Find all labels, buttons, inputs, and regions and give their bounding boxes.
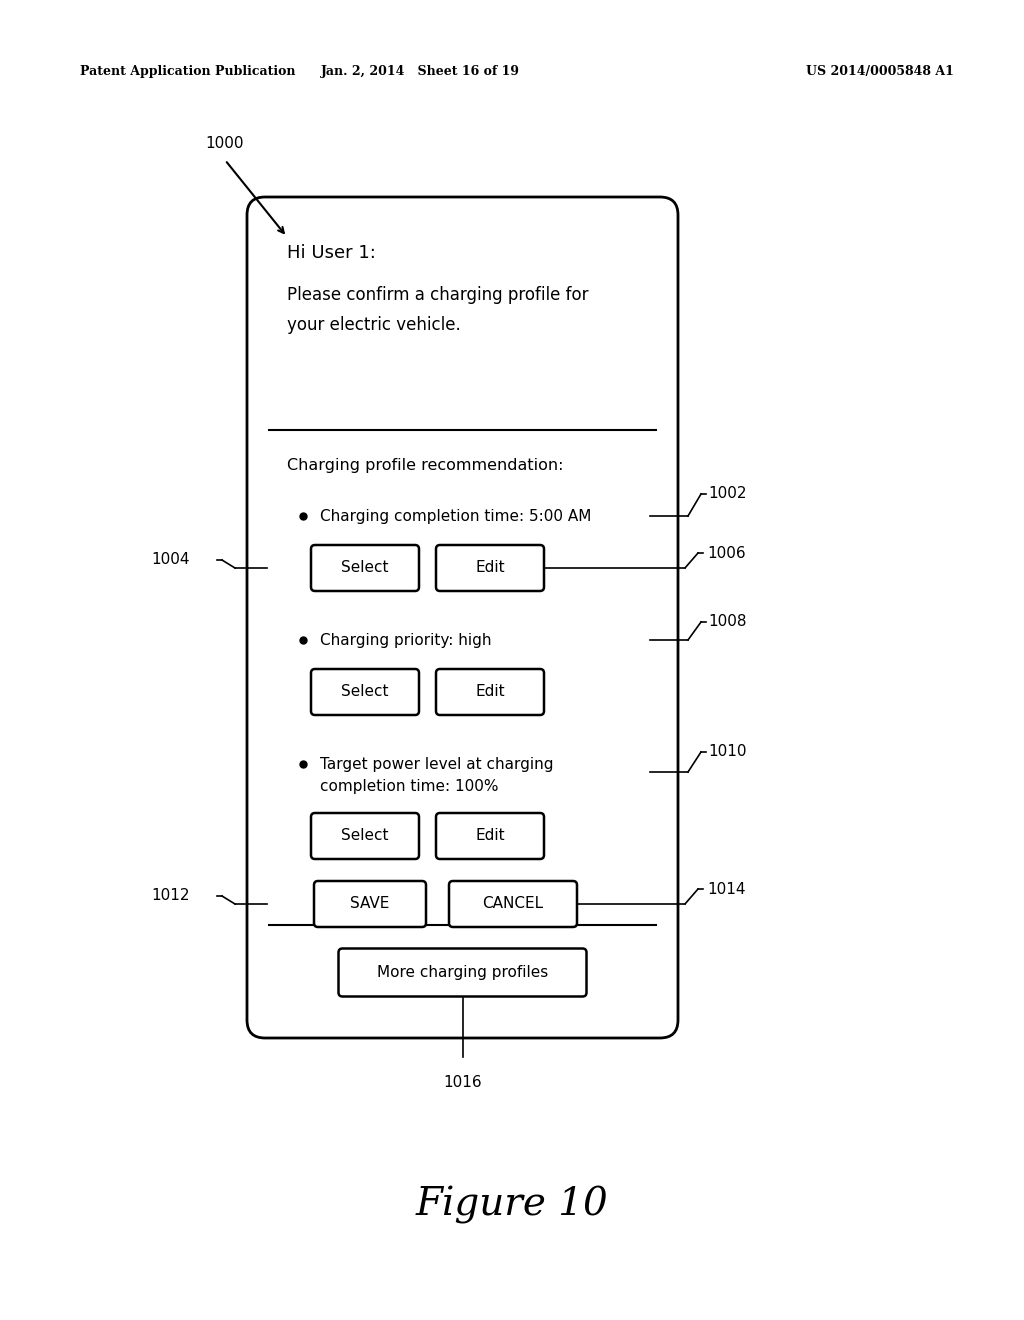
Text: Target power level at charging: Target power level at charging xyxy=(319,756,554,771)
FancyBboxPatch shape xyxy=(311,813,419,859)
Text: 1006: 1006 xyxy=(707,545,745,561)
Text: 1004: 1004 xyxy=(152,553,190,568)
Text: 1012: 1012 xyxy=(152,888,190,903)
Text: CANCEL: CANCEL xyxy=(482,896,544,912)
Text: Select: Select xyxy=(341,685,389,700)
FancyBboxPatch shape xyxy=(339,949,587,997)
FancyBboxPatch shape xyxy=(311,669,419,715)
Text: 1016: 1016 xyxy=(443,1074,482,1090)
FancyBboxPatch shape xyxy=(449,880,577,927)
FancyBboxPatch shape xyxy=(436,669,544,715)
Text: Edit: Edit xyxy=(475,829,505,843)
Text: 1010: 1010 xyxy=(708,744,746,759)
Text: Edit: Edit xyxy=(475,685,505,700)
Text: your electric vehicle.: your electric vehicle. xyxy=(287,315,461,334)
Text: Edit: Edit xyxy=(475,561,505,576)
FancyBboxPatch shape xyxy=(436,813,544,859)
Text: SAVE: SAVE xyxy=(350,896,390,912)
FancyBboxPatch shape xyxy=(247,197,678,1038)
Text: Figure 10: Figure 10 xyxy=(416,1185,608,1224)
FancyBboxPatch shape xyxy=(314,880,426,927)
Text: 1002: 1002 xyxy=(708,487,746,502)
Text: Charging profile recommendation:: Charging profile recommendation: xyxy=(287,458,563,473)
Text: Select: Select xyxy=(341,561,389,576)
FancyBboxPatch shape xyxy=(436,545,544,591)
Text: Hi User 1:: Hi User 1: xyxy=(287,244,376,261)
Text: 1008: 1008 xyxy=(708,615,746,630)
Text: completion time: 100%: completion time: 100% xyxy=(319,779,499,793)
Text: Please confirm a charging profile for: Please confirm a charging profile for xyxy=(287,286,589,304)
Text: More charging profiles: More charging profiles xyxy=(377,965,548,979)
Text: Charging priority: high: Charging priority: high xyxy=(319,632,492,648)
Text: Charging completion time: 5:00 AM: Charging completion time: 5:00 AM xyxy=(319,508,592,524)
FancyBboxPatch shape xyxy=(311,545,419,591)
Text: 1014: 1014 xyxy=(707,882,745,896)
Text: Select: Select xyxy=(341,829,389,843)
Text: Jan. 2, 2014   Sheet 16 of 19: Jan. 2, 2014 Sheet 16 of 19 xyxy=(321,66,519,78)
Text: 1000: 1000 xyxy=(205,136,244,150)
Text: US 2014/0005848 A1: US 2014/0005848 A1 xyxy=(806,66,954,78)
Text: Patent Application Publication: Patent Application Publication xyxy=(80,66,296,78)
